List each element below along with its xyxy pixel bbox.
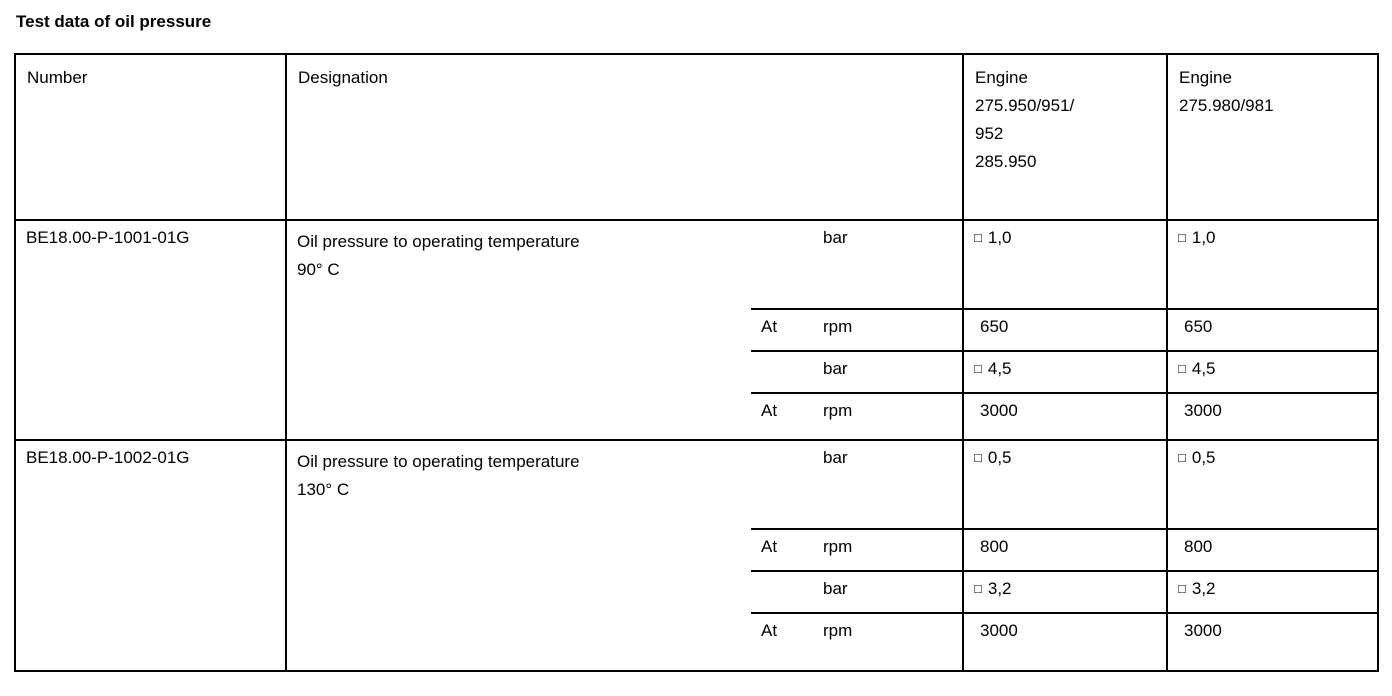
square-icon: □ <box>1178 581 1186 596</box>
value-text: 4,5 <box>1191 359 1216 378</box>
engine2-value: □ 1,0 <box>1167 219 1378 309</box>
square-icon: □ <box>974 230 982 245</box>
table-subrow: At rpm 650 650 <box>15 308 1378 351</box>
at-label <box>751 350 813 393</box>
designation-cell: Oil pressure to operating temperature 13… <box>286 439 751 671</box>
table-subrow: bar □ 4,5 □ 4,5 <box>15 350 1378 393</box>
engine2-value: □ 3,2 <box>1167 570 1378 613</box>
square-icon: □ <box>974 361 982 376</box>
value-text: 0,5 <box>1191 448 1216 467</box>
table-subrow: At rpm 3000 3000 <box>15 392 1378 440</box>
engine1-value: □ 3,2 <box>963 570 1168 613</box>
value-text: 3,2 <box>1191 579 1216 598</box>
engine1-value: 3000 <box>963 392 1168 440</box>
unit-label: rpm <box>813 392 964 440</box>
unit-label: rpm <box>813 528 964 571</box>
header-designation: Designation <box>286 54 964 221</box>
unit-label: bar <box>813 350 964 393</box>
value-text: 4,5 <box>987 359 1012 378</box>
value-text: 3000 <box>980 401 1018 420</box>
value-text: 800 <box>1184 537 1213 556</box>
at-label <box>751 219 813 309</box>
engine1-value: 650 <box>963 308 1168 351</box>
header-number: Number <box>15 54 287 221</box>
square-icon: □ <box>1178 361 1186 376</box>
table-row: BE18.00-P-1002-01G Oil pressure to opera… <box>15 439 1378 671</box>
oil-pressure-table: Number Designation Engine 275.950/951/ 9… <box>14 53 1379 672</box>
table-subrow: bar □ 3,2 □ 3,2 <box>15 570 1378 613</box>
engine1-value: □ 4,5 <box>963 350 1168 393</box>
number-cell: BE18.00-P-1002-01G <box>15 439 287 671</box>
value-text: 650 <box>980 317 1009 336</box>
at-label: At <box>751 528 813 571</box>
engine1-value: 800 <box>963 528 1168 571</box>
square-icon: □ <box>974 581 982 596</box>
unit-label: rpm <box>813 308 964 351</box>
value-text: 3000 <box>1184 621 1222 640</box>
engine1-value: 3000 <box>963 612 1168 671</box>
value-text: 800 <box>980 537 1009 556</box>
value-text: 1,0 <box>1191 228 1216 247</box>
unit-label: bar <box>813 570 964 613</box>
value-text: 3,2 <box>987 579 1012 598</box>
value-text: 3000 <box>1184 401 1222 420</box>
value-text: 0,5 <box>987 448 1012 467</box>
engine2-value: 800 <box>1167 528 1378 571</box>
square-icon: □ <box>1178 230 1186 245</box>
at-label: At <box>751 308 813 351</box>
unit-label: bar <box>813 439 964 529</box>
engine2-value: □ 4,5 <box>1167 350 1378 393</box>
number-cell: BE18.00-P-1001-01G <box>15 219 287 440</box>
header-engine1: Engine 275.950/951/ 952 285.950 <box>963 54 1168 221</box>
at-label <box>751 570 813 613</box>
engine1-value: □ 0,5 <box>963 439 1168 529</box>
at-label: At <box>751 392 813 440</box>
page-title: Test data of oil pressure <box>16 12 212 31</box>
value-text: 3000 <box>980 621 1018 640</box>
value-text: 650 <box>1184 317 1213 336</box>
table-subrow: At rpm 800 800 <box>15 528 1378 571</box>
table-row: BE18.00-P-1001-01G Oil pressure to opera… <box>15 219 1378 440</box>
designation-cell: Oil pressure to operating temperature 90… <box>286 219 751 440</box>
unit-label: rpm <box>813 612 964 671</box>
table-header-row: Number Designation Engine 275.950/951/ 9… <box>15 54 1378 221</box>
at-label <box>751 439 813 529</box>
unit-label: bar <box>813 219 964 309</box>
engine2-value: 3000 <box>1167 612 1378 671</box>
engine1-value: □ 1,0 <box>963 219 1168 309</box>
value-text: 1,0 <box>987 228 1012 247</box>
square-icon: □ <box>974 450 982 465</box>
table-subrow: At rpm 3000 3000 <box>15 612 1378 671</box>
square-icon: □ <box>1178 450 1186 465</box>
engine2-value: □ 0,5 <box>1167 439 1378 529</box>
at-label: At <box>751 612 813 671</box>
engine2-value: 650 <box>1167 308 1378 351</box>
header-engine2: Engine 275.980/981 <box>1167 54 1378 221</box>
engine2-value: 3000 <box>1167 392 1378 440</box>
